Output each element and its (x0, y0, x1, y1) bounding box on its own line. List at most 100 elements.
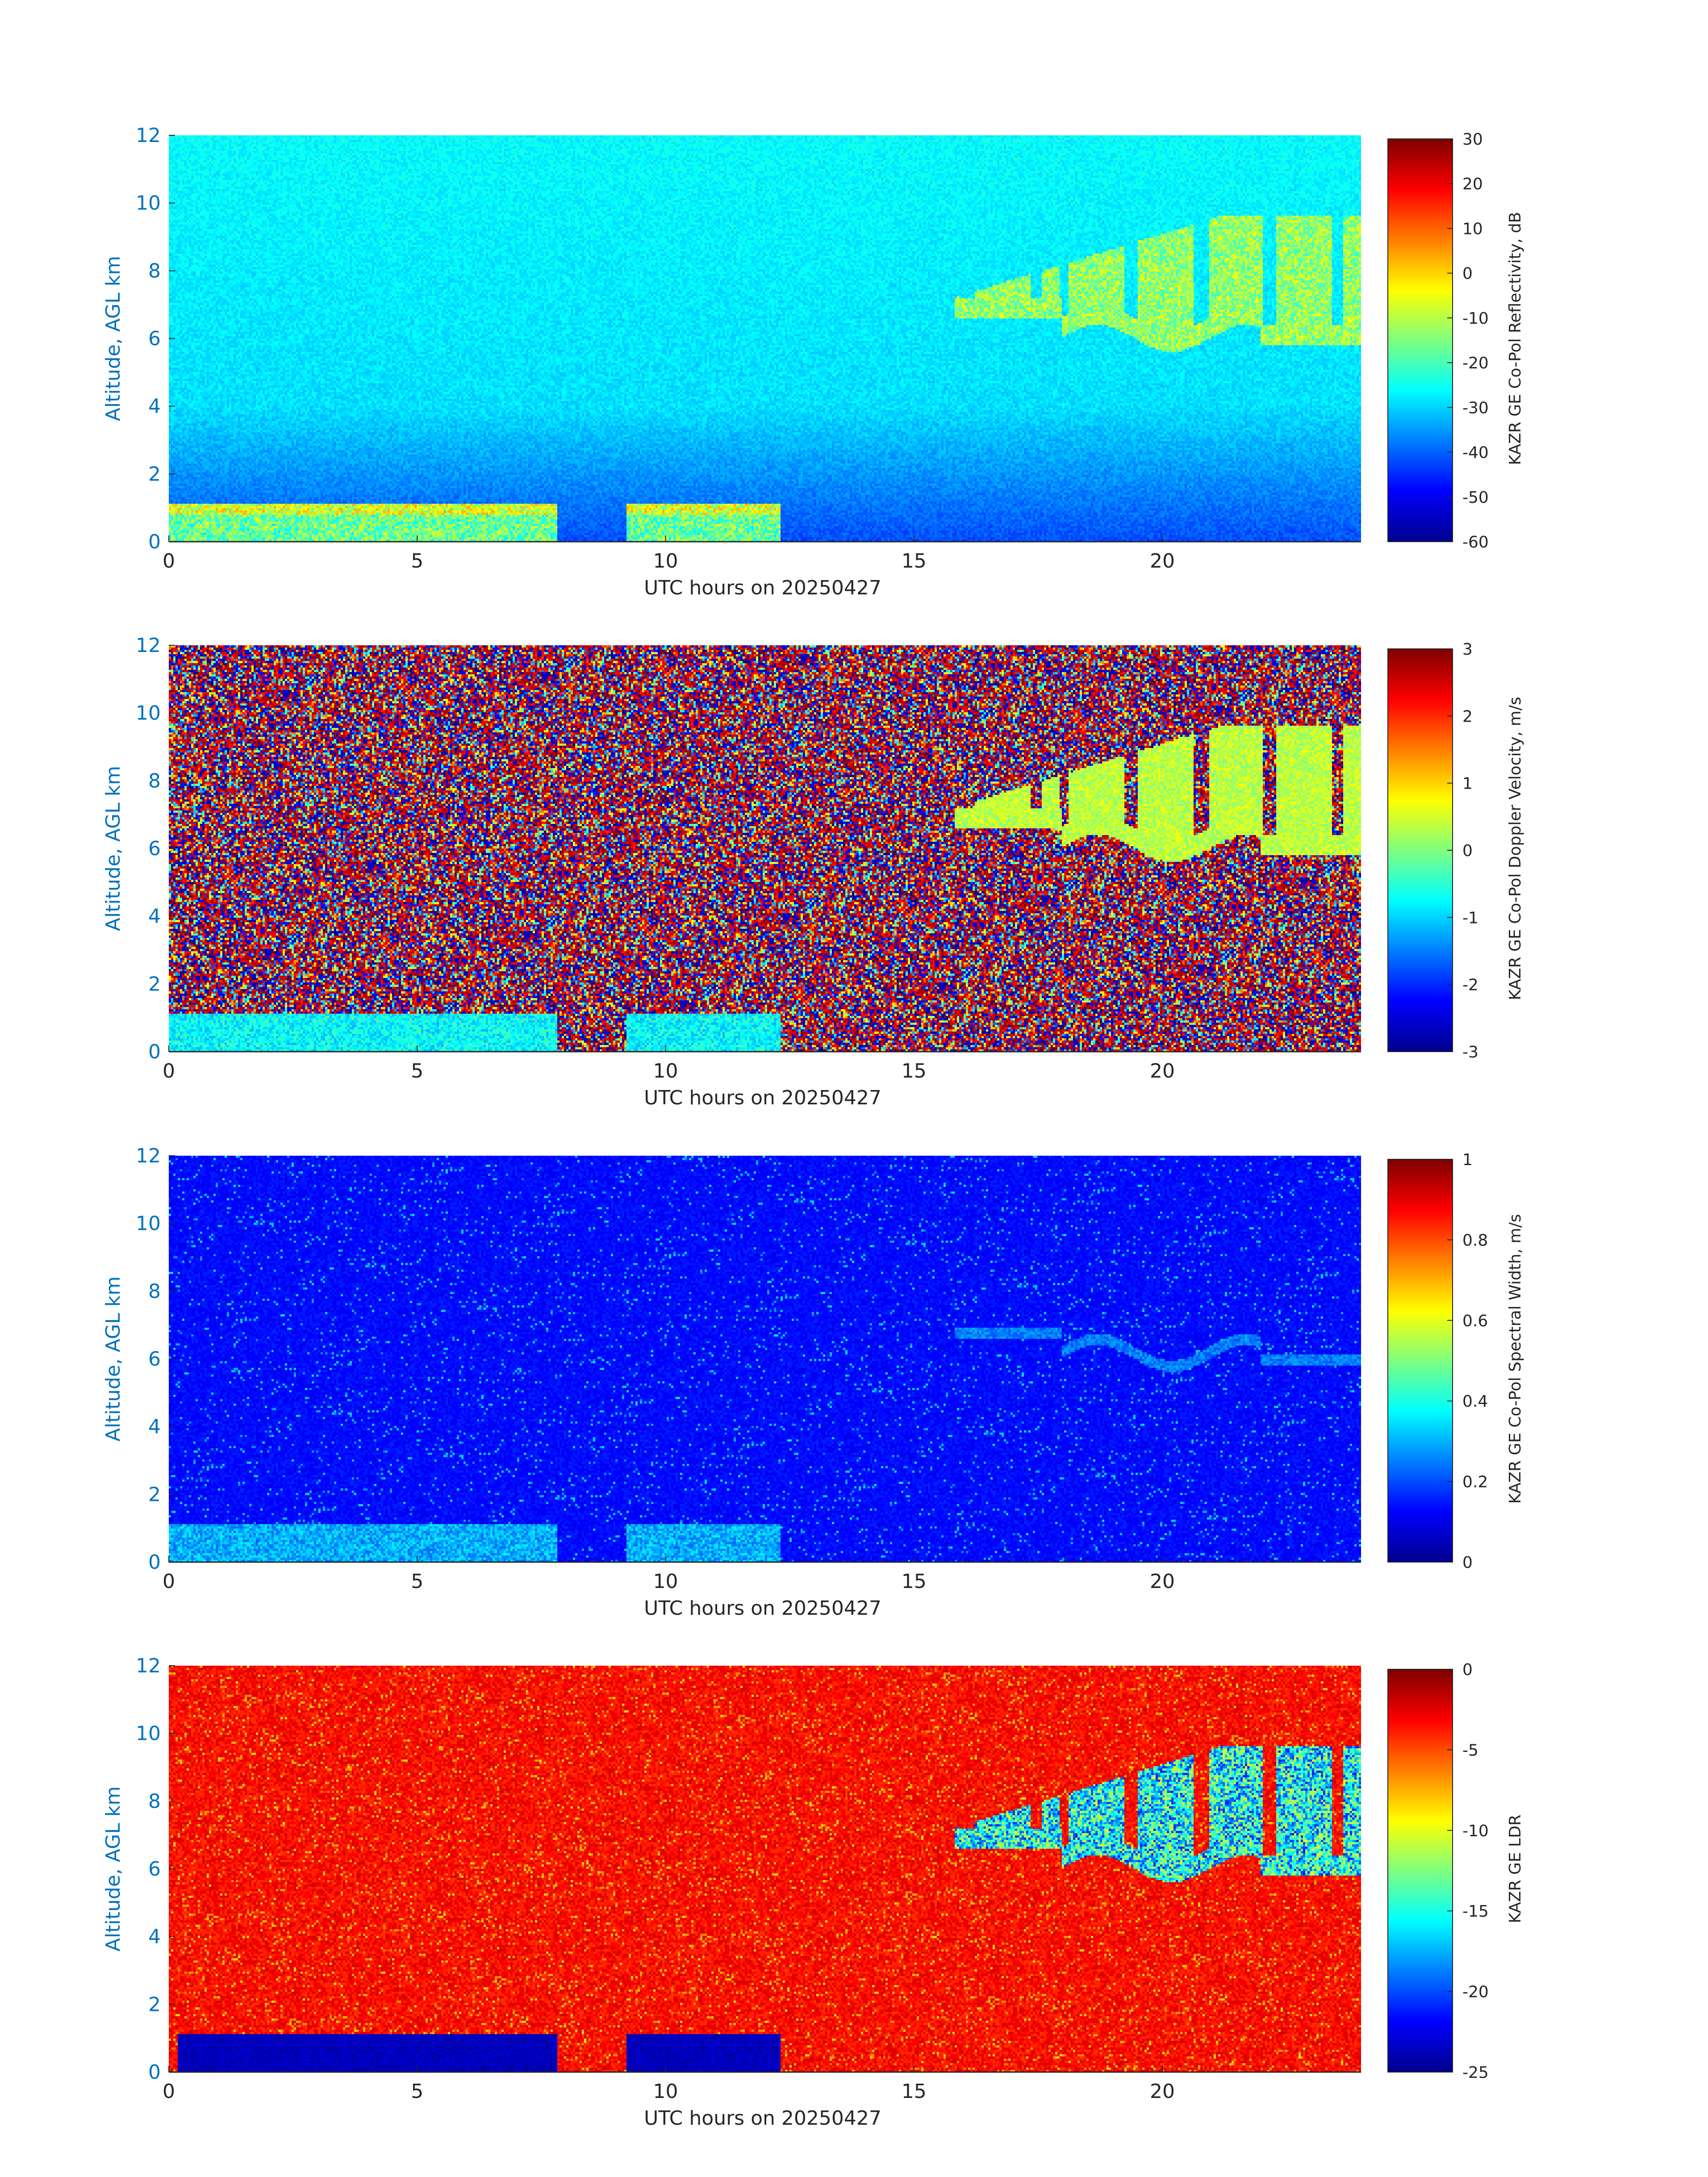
colorbar-tick-label: -5 (1462, 1741, 1478, 1759)
x-tick-label: 5 (411, 2080, 423, 2103)
colorbar-tick-label: -2 (1462, 976, 1478, 994)
y-tick-label: 0 (148, 531, 161, 553)
y-axis-label: Altitude, AGL km (102, 1786, 125, 1951)
colorbar-tick-label: 0 (1462, 1554, 1473, 1572)
y-tick-label: 2 (148, 1483, 161, 1506)
x-axis-label: UTC hours on 20250427 (644, 2107, 881, 2130)
colorbar-tick-label: 0 (1462, 1661, 1473, 1679)
radar-panel-1: 0 2 4 6 8 10 12 0 5 10 15 20 UTC hours on 20250427 Al… (102, 124, 1524, 599)
colorbar-tick-label: -10 (1462, 309, 1489, 328)
colorbar-label: KAZR GE LDR (1506, 1814, 1524, 1923)
y-tick-label: 6 (148, 837, 161, 860)
x-tick-label: 15 (902, 2080, 927, 2103)
colorbar-frame (1387, 1669, 1453, 2073)
colorbar-tick-label: -25 (1462, 2064, 1489, 2082)
y-tick-label: 0 (148, 1551, 161, 1574)
y-tick-label: 2 (148, 463, 161, 485)
y-tick-label: 2 (148, 973, 161, 995)
colorbar-tick-label: 0 (1462, 842, 1473, 860)
x-tick-label: 0 (163, 550, 175, 572)
x-tick-label: 10 (653, 2080, 678, 2103)
colorbar-tick-label: 10 (1462, 220, 1483, 238)
x-axis-label: UTC hours on 20250427 (644, 1086, 881, 1109)
x-tick-label: 10 (653, 1570, 678, 1593)
colorbar-tick-label: 0 (1462, 265, 1473, 283)
colorbar-label: KAZR GE Co-Pol Doppler Velocity, m/s (1506, 697, 1524, 1000)
y-tick-label: 4 (148, 1416, 161, 1438)
y-tick-label: 4 (148, 905, 161, 928)
y-tick-label: 0 (148, 2061, 161, 2084)
y-tick-label: 4 (148, 395, 161, 418)
x-tick-label: 5 (411, 550, 423, 572)
y-tick-label: 10 (136, 1722, 161, 1745)
y-axis-label: Altitude, AGL km (102, 1276, 125, 1442)
x-tick-label: 20 (1150, 550, 1175, 572)
x-tick-label: 10 (653, 550, 678, 572)
colorbar-tick-label: 0.4 (1462, 1392, 1488, 1411)
heatmap-image (169, 1156, 1361, 1562)
x-axis-label: UTC hours on 20250427 (644, 577, 881, 599)
colorbar-tick-label: -60 (1462, 533, 1489, 552)
x-tick-label: 0 (163, 2080, 175, 2103)
colorbar-tick-label: 20 (1462, 175, 1483, 193)
colorbar (1388, 139, 1453, 542)
colorbar-tick-label: 2 (1462, 707, 1473, 726)
colorbar-frame (1387, 1159, 1453, 1563)
colorbar-label: KAZR GE Co-Pol Reflectivity, dB (1506, 212, 1524, 465)
x-tick-label: 15 (902, 1060, 927, 1082)
colorbar-tick-label: -30 (1462, 399, 1489, 417)
y-tick-label: 8 (148, 1790, 161, 1813)
x-tick-label: 10 (653, 1060, 678, 1082)
colorbar-tick-label: -50 (1462, 489, 1489, 507)
colorbar-tick-label: 0.6 (1462, 1312, 1488, 1330)
colorbar-frame (1387, 138, 1453, 542)
x-tick-label: 0 (163, 1570, 175, 1593)
colorbar-tick-label: 0.2 (1462, 1473, 1488, 1492)
y-tick-label: 10 (136, 192, 161, 215)
y-axis-label: Altitude, AGL km (102, 256, 125, 421)
y-tick-label: 12 (136, 1145, 161, 1167)
y-tick-label: 6 (148, 327, 161, 350)
heatmap-image (169, 1666, 1361, 2072)
radar-panel-4: 0 2 4 6 8 10 12 0 5 10 15 20 UTC hours on 20250427 Al… (102, 1655, 1524, 2130)
colorbar (1388, 1669, 1453, 2072)
colorbar-tick-label: -40 (1462, 444, 1489, 462)
y-tick-label: 12 (136, 634, 161, 657)
colorbar (1388, 1159, 1453, 1562)
x-tick-label: 20 (1150, 1570, 1175, 1593)
y-tick-label: 12 (136, 124, 161, 147)
heatmap-image (169, 645, 1361, 1052)
y-tick-label: 6 (148, 1858, 161, 1880)
colorbar-tick-label: 3 (1462, 640, 1473, 659)
y-tick-label: 6 (148, 1348, 161, 1371)
colorbar-tick-label: 30 (1462, 130, 1483, 149)
colorbar-tick-label: -10 (1462, 1822, 1489, 1840)
colorbar-tick-label: -3 (1462, 1043, 1478, 1061)
colorbar-tick-label: -20 (1462, 354, 1489, 372)
y-tick-label: 0 (148, 1040, 161, 1063)
x-tick-label: 5 (411, 1570, 423, 1593)
colorbar-tick-label: -15 (1462, 1902, 1489, 1921)
colorbar (1388, 649, 1453, 1052)
x-axis-label: UTC hours on 20250427 (644, 1597, 881, 1620)
x-tick-label: 15 (902, 550, 927, 572)
y-tick-label: 2 (148, 1993, 161, 2016)
heatmap-image (169, 135, 1361, 542)
x-tick-label: 5 (411, 1060, 423, 1082)
colorbar-tick-label: 1 (1462, 1151, 1473, 1169)
y-tick-label: 8 (148, 259, 161, 282)
colorbar-tick-label: 0.8 (1462, 1231, 1488, 1249)
y-tick-label: 8 (148, 769, 161, 792)
x-tick-label: 0 (163, 1060, 175, 1082)
colorbar-tick-label: -1 (1462, 909, 1478, 927)
colorbar-tick-label: -20 (1462, 1983, 1489, 2002)
x-tick-label: 15 (902, 1570, 927, 1593)
y-tick-label: 10 (136, 702, 161, 725)
x-tick-label: 20 (1150, 2080, 1175, 2103)
y-tick-label: 10 (136, 1212, 161, 1235)
colorbar-label: KAZR GE Co-Pol Spectral Width, m/s (1506, 1214, 1524, 1504)
y-tick-label: 12 (136, 1655, 161, 1677)
